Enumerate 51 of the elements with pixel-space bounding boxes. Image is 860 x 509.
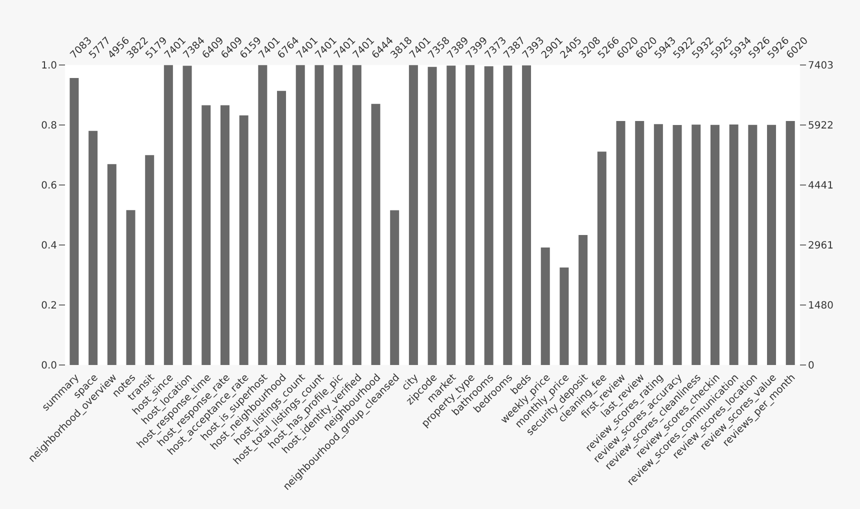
bar [88,130,98,365]
bar [672,125,682,365]
bar [408,65,418,365]
y-tick-label: 0.6 [41,180,57,192]
bar [560,268,569,365]
bar [748,124,758,365]
bar [334,65,343,365]
bar [446,66,456,365]
bar [616,121,626,365]
y2-tick-label: 1480 [808,300,834,312]
bar [578,235,588,365]
bar [220,105,230,365]
bar [70,78,79,365]
bar [597,152,606,365]
bar [145,155,154,365]
bar [314,65,324,365]
bar [107,164,116,365]
bar [164,65,173,365]
y2-tick-label: 7403 [808,60,834,72]
bar [654,124,663,365]
bar [277,90,286,365]
bar [540,247,550,365]
y2-tick-label: 0 [808,360,814,372]
y-tick-label: 0.8 [41,120,57,132]
bar [786,121,795,365]
y-tick-label: 0.2 [41,300,57,312]
bar [484,66,494,365]
y-tick-label: 0.4 [41,240,57,252]
y2-tick-label: 2961 [808,240,834,252]
bar [522,65,532,365]
bar [390,210,400,365]
bar [692,124,701,365]
bar [465,65,474,365]
bar [371,104,380,365]
y2-tick-label: 4441 [808,180,834,192]
bar [126,210,136,365]
bar [428,66,437,365]
bar [258,65,268,365]
bar [767,124,776,365]
y-tick-label: 0.0 [41,360,57,372]
y-tick-label: 1.0 [41,60,57,72]
bar [729,124,738,365]
bar [182,66,192,365]
bar [202,105,211,365]
bar [503,66,512,365]
bar [635,121,644,365]
y2-tick-label: 5922 [808,120,834,132]
bar [239,115,248,365]
bar [710,124,720,365]
bar [352,65,362,365]
bar [296,65,305,365]
